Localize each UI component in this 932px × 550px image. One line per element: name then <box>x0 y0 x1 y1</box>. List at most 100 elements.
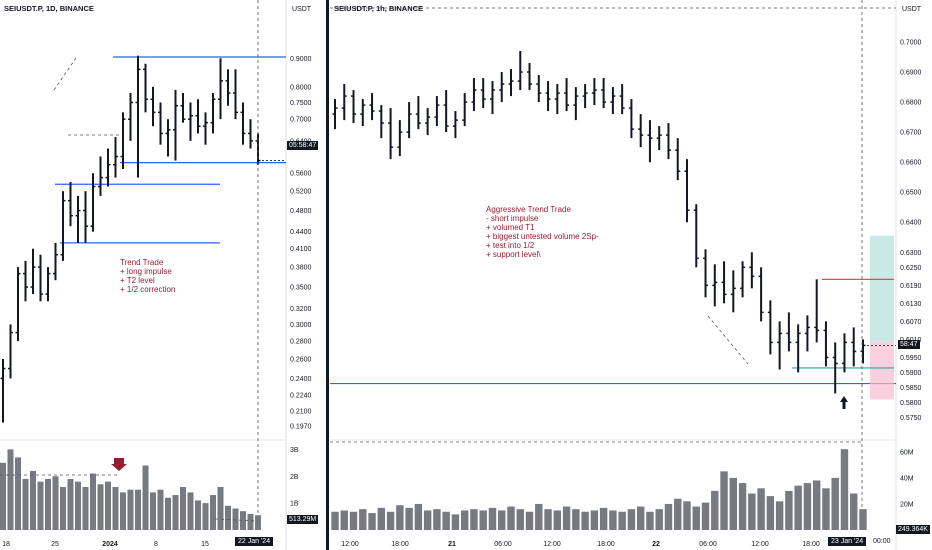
trend-trade-annotation: Trend Trade + long impulse + T2 level + … <box>120 258 175 294</box>
volume-bar <box>45 478 51 530</box>
volume-bar <box>674 498 682 530</box>
volume-bar <box>135 489 141 530</box>
volume-bar <box>581 511 589 530</box>
time-tick-label: 8 <box>154 541 158 548</box>
time-tick-label: 2024 <box>102 541 118 548</box>
volume-bar <box>195 500 201 530</box>
volume-bar <box>664 503 673 530</box>
symbol-title: SEIUSDT.P, 1h, BINANCE <box>334 4 424 13</box>
date-tag: 23 Jan '24 <box>828 537 867 546</box>
trend-dotted-line <box>707 315 749 365</box>
hourly-chart-svg[interactable]: 0.7000 0.6900 0.6800 0.6700 0.6600 0.6500 0.64… <box>330 0 932 550</box>
price-tick-label: 0.6300 <box>900 250 922 257</box>
date-tag: 22 Jan '24 <box>235 537 274 546</box>
volume-bar <box>232 508 239 530</box>
volume-bar <box>172 495 179 530</box>
volume-bar <box>636 506 645 530</box>
volume-bar <box>202 503 209 530</box>
volume-bar <box>757 488 765 530</box>
volume-tick-label: 1B <box>290 501 299 508</box>
time-tick-label: 12:00 <box>341 541 359 548</box>
price-tick-label: 0.5600 <box>290 171 312 178</box>
volume-tick-label: 40M <box>900 475 914 482</box>
price-tick-label: 0.7500 <box>290 100 312 107</box>
time-tick-label: 22 <box>652 541 660 548</box>
volume-bar <box>187 492 194 530</box>
countdown-price-tag: 58:47 <box>898 340 920 349</box>
annotation-line: - short impulse <box>486 214 539 223</box>
volume-bar <box>479 510 487 530</box>
daily-chart-svg[interactable]: 0.90000.80000.75000.70000.64000.56000.52… <box>0 0 322 550</box>
volume-bar <box>180 487 186 530</box>
price-tick-label: 0.2100 <box>290 408 312 415</box>
volume-bar <box>766 496 775 530</box>
volume-tag: 513.29M <box>287 515 319 524</box>
volume-bar <box>498 510 506 530</box>
volume-bar <box>165 497 171 530</box>
time-tick-label: 18:00 <box>597 541 615 548</box>
time-tick-label: 12:00 <box>751 541 769 548</box>
volume-bar <box>60 487 66 530</box>
trend-dotted-line <box>53 57 77 91</box>
price-tick-label: 0.6130 <box>900 301 922 308</box>
price-tick-label: 0.2800 <box>290 339 312 346</box>
symbol-title: SEIUSDT.P, 1D, BINANCE <box>4 4 94 13</box>
volume-bar <box>105 481 111 530</box>
volume-bar <box>150 492 156 530</box>
time-tick-label: 21 <box>448 541 456 548</box>
price-tick-label: 0.4100 <box>290 246 312 253</box>
volume-bar <box>609 510 617 530</box>
time-tag: 00:00 <box>870 537 894 546</box>
volume-bar <box>803 483 812 530</box>
price-tick-label: 0.4800 <box>290 208 312 215</box>
volume-bar <box>831 477 839 530</box>
time-tick-label: 15 <box>201 541 209 548</box>
annotation-line: + support level\ <box>486 250 541 259</box>
volume-bar <box>618 511 626 530</box>
volume-bar <box>405 507 413 530</box>
volume-bar <box>157 489 164 530</box>
price-tick-label: 0.5750 <box>900 415 922 422</box>
time-tick-label: 18 <box>2 541 10 548</box>
volume-bar <box>240 511 246 530</box>
volume-bar <box>210 495 216 530</box>
volume-bar <box>553 510 562 530</box>
volume-tick-label: 60M <box>900 449 914 456</box>
price-tick-label: 0.9000 <box>290 56 312 63</box>
volume-bar <box>331 511 339 530</box>
price-tick-label: 0.5900 <box>900 370 922 377</box>
hourly-chart-panel: 0.7000 0.6900 0.6800 0.6700 0.6600 0.6500 0.64… <box>330 0 932 550</box>
price-tick-label: 0.5850 <box>900 385 922 392</box>
price-tick-label: 0.3500 <box>290 285 312 292</box>
price-tick-label: 0.6400 <box>900 220 922 227</box>
price-tick-label: 0.7000 <box>900 40 922 47</box>
daily-chart-panel: 0.90000.80000.75000.70000.64000.56000.52… <box>0 0 322 550</box>
price-tick-label: 0.5800 <box>900 400 922 407</box>
volume-tick-label: 20M <box>900 501 914 508</box>
volume-bar <box>7 449 14 530</box>
time-tick-label: 06:00 <box>494 541 512 548</box>
volume-bar <box>225 505 231 530</box>
time-tick-label: 18:00 <box>391 541 409 548</box>
volume-bar <box>488 507 497 530</box>
price-tick-label: 0.6070 <box>900 319 922 326</box>
price-tick-label: 0.2240 <box>290 393 312 400</box>
volume-bar <box>544 509 552 530</box>
price-tick-label: 0.6190 <box>900 283 922 290</box>
panel-divider[interactable] <box>326 0 329 550</box>
annotation-line: + long impulse <box>120 267 172 276</box>
annotation-line: + test into 1/2 <box>486 241 535 250</box>
volume-bar <box>451 514 460 530</box>
price-tick-label: 0.2400 <box>290 376 312 383</box>
volume-bar <box>442 511 450 530</box>
volume-bar <box>423 510 432 530</box>
volume-bar <box>535 503 543 530</box>
price-tick-label: 0.4400 <box>290 229 312 236</box>
volume-bar <box>850 493 858 530</box>
countdown-price-tag: 05:58:47 <box>287 141 319 150</box>
volume-bar <box>97 484 104 530</box>
price-tick-label: 0.7000 <box>290 117 312 124</box>
price-tick-label: 0.6800 <box>900 100 922 107</box>
volume-bar <box>433 509 441 530</box>
